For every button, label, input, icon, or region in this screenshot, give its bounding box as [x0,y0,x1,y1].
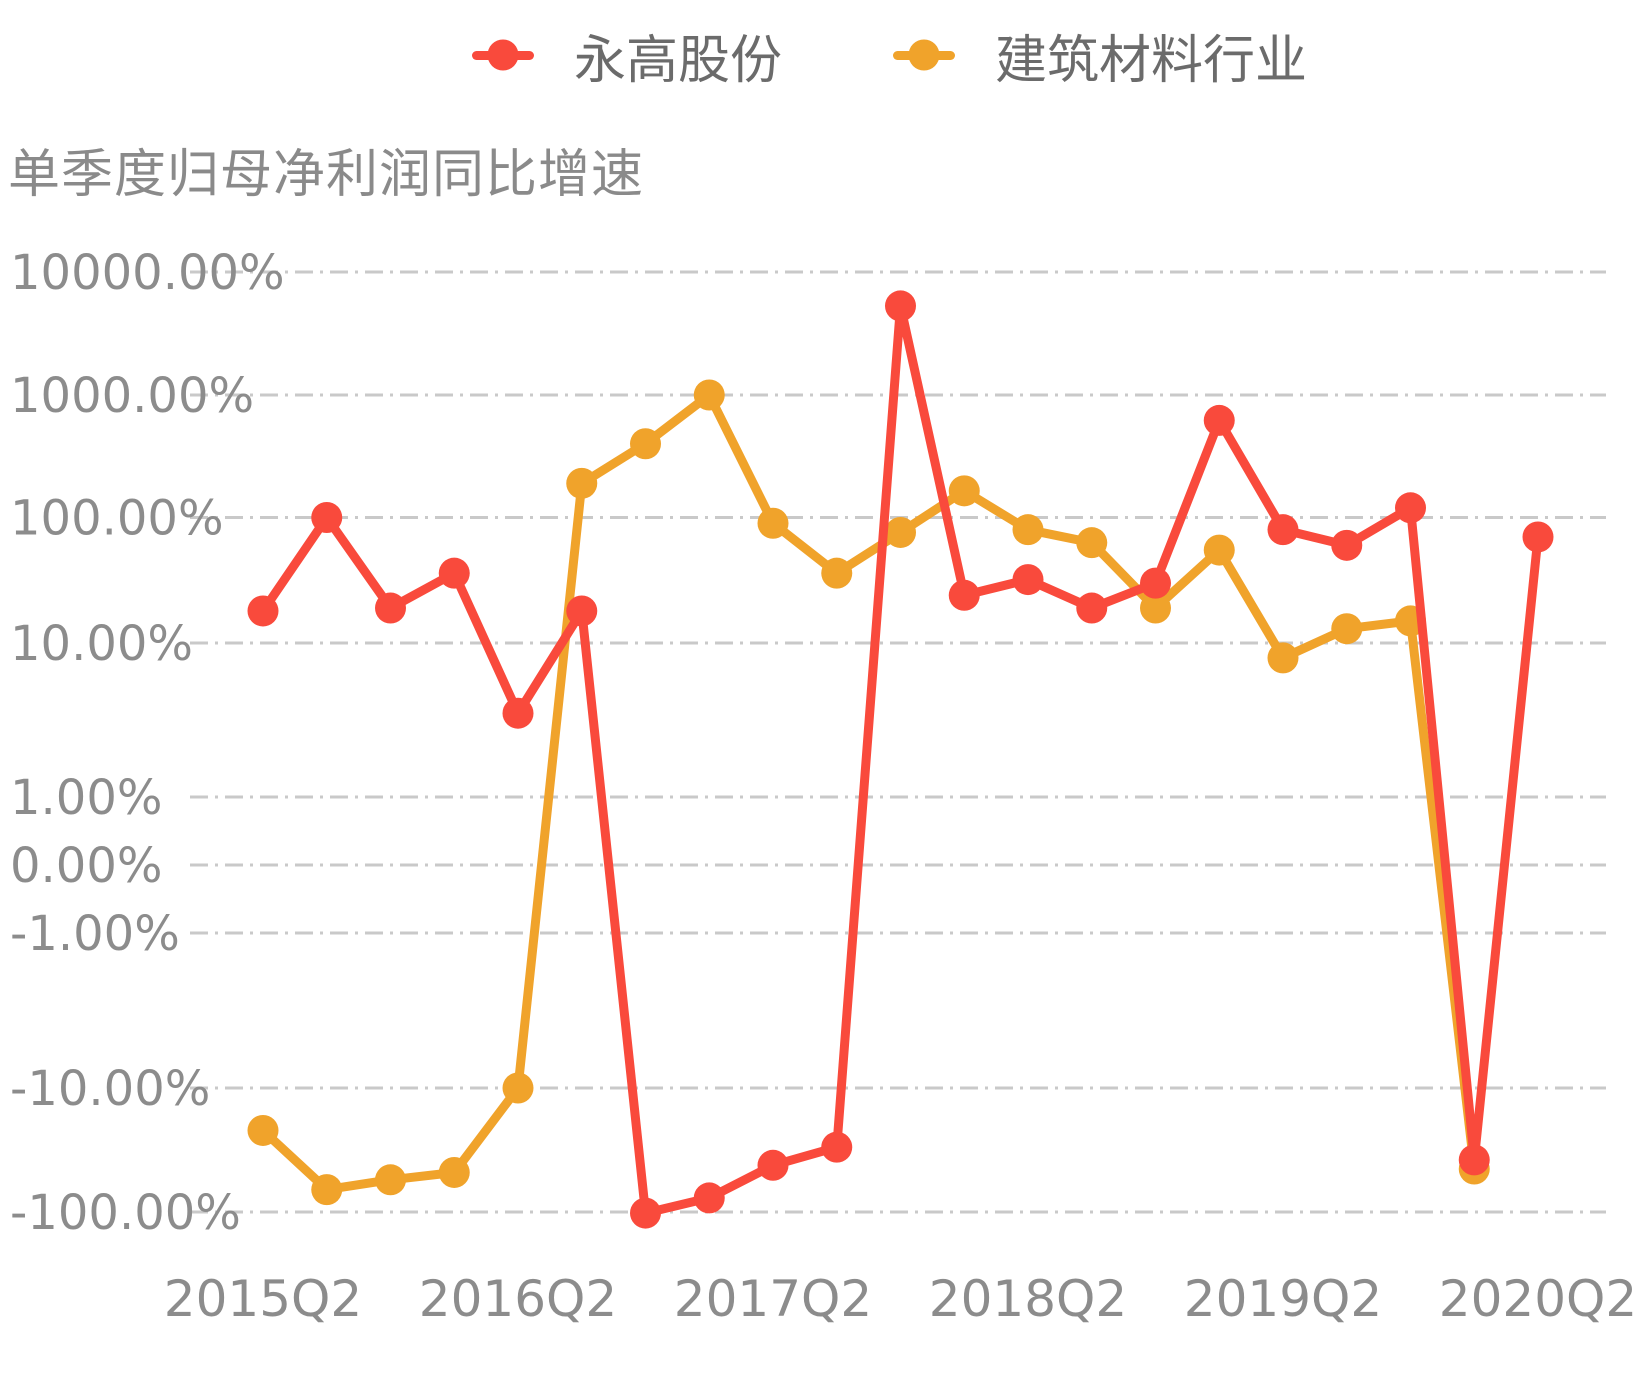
y-tick-label: 1.00% [10,770,162,826]
x-tick-label: 2020Q2 [1439,1270,1637,1328]
legend-item-industry[interactable]: 建筑材料行业 [893,23,1307,91]
legend-label: 永高股份 [574,30,783,91]
data-point-建筑材料行业-2017Q4[interactable] [885,516,916,548]
data-point-永高股份-2015Q3[interactable] [311,502,343,533]
data-point-建筑材料行业-2018Q4[interactable] [1140,592,1171,624]
data-point-建筑材料行业-2018Q2[interactable] [1012,514,1044,546]
legend-line-marker-red [472,39,534,71]
data-point-永高股份-2019Q3[interactable] [1331,529,1363,561]
y-tick-label: 0.00% [10,838,162,894]
series-line-永高股份 [258,301,1543,1218]
x-tick-label: 2017Q2 [674,1270,872,1328]
data-point-建筑材料行业-2016Q4[interactable] [630,428,661,460]
x-tick-label: 2019Q2 [1184,1270,1382,1328]
data-point-永高股份-2016Q3[interactable] [566,595,598,627]
data-point-建筑材料行业-2019Q3[interactable] [1331,613,1363,645]
legend-item-yonggao[interactable]: 永高股份 [472,23,782,91]
x-tick-label: 2018Q2 [929,1270,1127,1328]
data-point-永高股份-2019Q1[interactable] [1203,404,1235,436]
y-tick-label: -10.00% [10,1061,210,1117]
data-point-永高股份-2017Q3[interactable] [821,1131,853,1163]
y-tick-label: 1000.00% [10,368,254,424]
data-point-建筑材料行业-2015Q4[interactable] [375,1164,406,1196]
y-tick-label: 100.00% [10,490,224,546]
y-tick-label: 10.00% [10,616,193,672]
data-point-永高股份-2015Q4[interactable] [375,592,406,624]
data-point-建筑材料行业-2017Q3[interactable] [821,557,853,589]
legend-label: 建筑材料行业 [995,30,1308,91]
data-point-永高股份-2018Q4[interactable] [1140,567,1171,599]
x-tick-label: 2016Q2 [419,1270,617,1328]
series-line-建筑材料行业 [258,390,1479,1195]
data-point-建筑材料行业-2017Q1[interactable] [693,379,725,411]
data-point-建筑材料行业-2017Q2[interactable] [757,507,789,539]
data-point-永高股份-2017Q1[interactable] [693,1182,725,1214]
data-point-永高股份-2016Q2[interactable] [502,697,534,729]
chart-legend: 永高股份 建筑材料行业 [0,23,1644,91]
data-point-建筑材料行业-2015Q2[interactable] [247,1114,279,1146]
y-tick-label: -1.00% [10,906,180,962]
data-point-永高股份-2020Q1[interactable] [1458,1144,1490,1176]
y-tick-label: 10000.00% [10,245,285,301]
data-point-建筑材料行业-2016Q2[interactable] [502,1072,534,1104]
x-tick-label: 2015Q2 [164,1270,362,1328]
data-point-永高股份-2019Q4[interactable] [1395,492,1426,524]
data-point-建筑材料行业-2019Q2[interactable] [1267,642,1299,674]
data-point-建筑材料行业-2019Q1[interactable] [1203,534,1235,566]
data-point-永高股份-2018Q2[interactable] [1012,564,1044,596]
data-point-永高股份-2017Q4[interactable] [885,290,916,322]
data-point-永高股份-2019Q2[interactable] [1267,514,1299,546]
legend-dot-icon-orange [908,39,940,71]
data-point-永高股份-2016Q4[interactable] [630,1197,661,1229]
data-point-建筑材料行业-2018Q1[interactable] [948,475,980,507]
data-point-永高股份-2017Q2[interactable] [757,1149,789,1181]
data-point-建筑材料行业-2015Q3[interactable] [311,1174,343,1206]
data-point-建筑材料行业-2016Q3[interactable] [566,467,598,499]
data-point-永高股份-2016Q1[interactable] [438,557,470,589]
legend-dot-icon-red [487,39,519,71]
y-tick-label: -100.00% [10,1185,241,1241]
data-point-永高股份-2018Q1[interactable] [948,579,980,611]
data-point-建筑材料行业-2018Q3[interactable] [1076,527,1108,559]
data-point-永高股份-2020Q2[interactable] [1522,521,1554,553]
chart-title: 单季度归母净利润同比增速 [8,145,645,205]
data-point-永高股份-2015Q2[interactable] [247,595,279,627]
data-point-永高股份-2018Q3[interactable] [1076,592,1108,624]
legend-line-marker-orange [893,39,955,71]
data-point-建筑材料行业-2016Q1[interactable] [438,1156,470,1188]
